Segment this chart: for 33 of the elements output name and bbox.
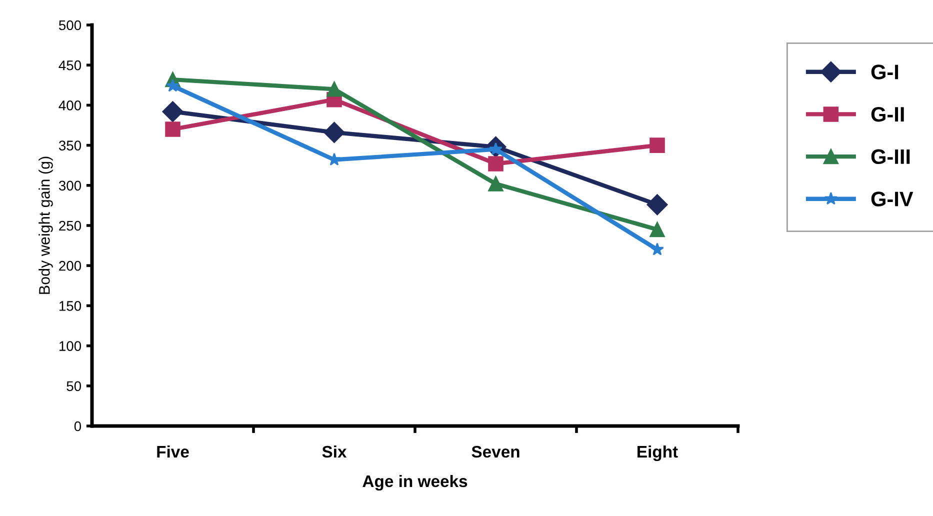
x-axis-title: Age in weeks <box>362 474 468 491</box>
legend-label: G-IV <box>871 192 914 206</box>
point <box>646 194 668 216</box>
x-tick-label: Six <box>322 445 347 458</box>
point <box>324 122 345 143</box>
x-tick-label: Five <box>157 445 189 458</box>
point <box>488 156 504 172</box>
y-tick-label: 50 <box>66 381 82 392</box>
x-tick-label: Seven <box>472 446 520 458</box>
y-tick-label: 200 <box>59 260 82 271</box>
point <box>165 122 180 137</box>
y-tick-label: 250 <box>59 220 82 231</box>
legend-label: G-III <box>871 149 910 164</box>
y-tick-label: 300 <box>58 180 82 191</box>
x-tick-label: Eight <box>638 445 678 462</box>
point <box>326 82 342 97</box>
y-tick-label: 500 <box>58 20 82 30</box>
y-tick-label: 0 <box>74 421 82 432</box>
y-tick-label: 100 <box>59 341 82 351</box>
y-tick-label: 400 <box>58 100 82 110</box>
point <box>162 101 184 122</box>
point <box>166 79 180 92</box>
legend-label: G-II <box>871 106 904 122</box>
legend-label: G-I <box>871 64 898 80</box>
y-tick-label: 350 <box>58 140 82 150</box>
point <box>328 152 341 166</box>
y-tick-label: 450 <box>58 60 82 70</box>
point <box>650 222 665 238</box>
point <box>488 176 504 192</box>
point <box>650 242 664 256</box>
point <box>650 138 665 153</box>
y-axis-title: Body weight gain (g) <box>38 156 53 294</box>
y-tick-label: 150 <box>59 301 82 311</box>
